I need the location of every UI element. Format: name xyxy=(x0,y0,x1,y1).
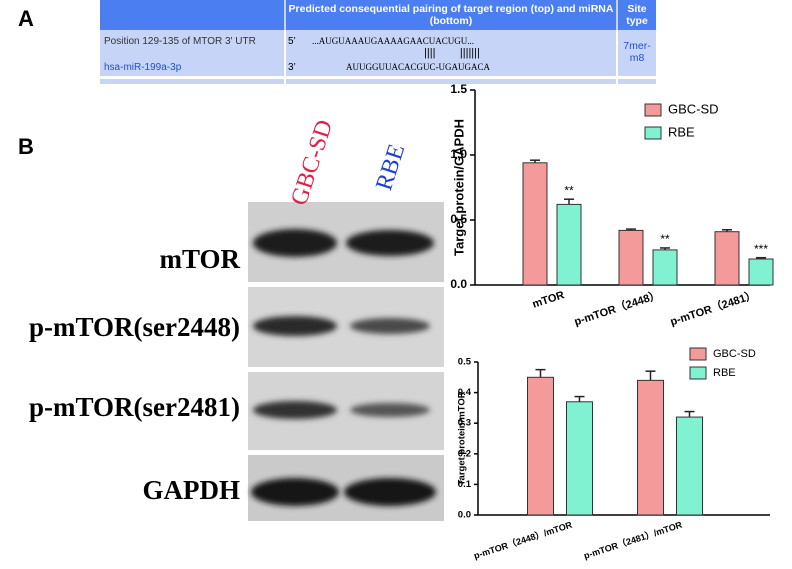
significance: ** xyxy=(660,232,670,246)
header-cell xyxy=(100,0,284,30)
end-label: 5’ xyxy=(288,36,296,47)
bar xyxy=(652,249,678,286)
y-tick-label: 0.5 xyxy=(450,212,467,226)
bar xyxy=(637,379,664,516)
mirna-name: hsa-miR-199a-3p xyxy=(104,62,182,73)
y-tick-label: 0.5 xyxy=(458,357,472,368)
legend-label: RBE xyxy=(668,124,695,139)
y-axis-label: Target protein/GAPDH xyxy=(451,119,466,256)
blot: GBC-SD RBE mTOR p-mTOR(ser2448) p-mTOR(s… xyxy=(29,117,444,521)
end-label: 3’ xyxy=(288,62,296,73)
divider xyxy=(284,30,286,84)
legend-swatch xyxy=(689,366,707,380)
legend-label: RBE xyxy=(713,367,736,379)
target-table: Predicted consequential pairing of targe… xyxy=(100,0,656,84)
lane-label: GBC-SD xyxy=(286,117,338,209)
bar xyxy=(676,416,703,516)
x-tick-label: p-mTOR（2481）/mTOR xyxy=(583,519,684,560)
lane-label: RBE xyxy=(371,141,410,193)
position-text: Position 129-135 of MTOR 3' UTR xyxy=(104,36,256,47)
panel-label: A xyxy=(18,6,34,31)
protein-label: GAPDH xyxy=(143,475,241,505)
band xyxy=(253,316,337,336)
y-axis-label: Target protein/mTOR xyxy=(457,391,468,485)
bar xyxy=(556,203,582,286)
legend-swatch xyxy=(644,126,662,140)
y-tick-label: 0.0 xyxy=(458,510,471,521)
x-tick-label: p-mTOR（2448） xyxy=(573,288,662,328)
y-tick-label: 0.3 xyxy=(458,418,471,429)
legend-label: GBC-SD xyxy=(713,348,756,360)
header-cell: Predicted consequential pairing of targe… xyxy=(286,0,616,30)
legend-swatch xyxy=(689,347,707,361)
header-cell: Site type xyxy=(618,0,656,30)
legend-label: GBC-SD xyxy=(668,101,719,116)
pairing: |||| ||||||| xyxy=(424,47,480,59)
band xyxy=(350,403,430,417)
significance: *** xyxy=(754,242,768,256)
x-tick-label: mTOR xyxy=(531,289,566,311)
band xyxy=(251,478,339,506)
x-tick-label: p-mTOR（2481） xyxy=(669,288,758,328)
band xyxy=(253,229,337,257)
bar xyxy=(618,229,644,286)
legend-swatch xyxy=(644,103,662,117)
band xyxy=(346,230,434,256)
bar xyxy=(522,162,548,286)
band xyxy=(253,401,337,419)
panel-label: B xyxy=(18,134,34,159)
divider xyxy=(100,76,656,79)
x-tick-label: p-mTOR（2448）/mTOR xyxy=(473,519,574,560)
bar xyxy=(527,376,554,516)
protein-label: mTOR xyxy=(159,244,240,274)
target-seq: ...AUGUAAAUGAAAAGAACUACUGU... xyxy=(312,36,474,46)
protein-label: p-mTOR(ser2481) xyxy=(29,392,240,422)
bar xyxy=(714,231,740,286)
site-type: 7mer-m8 xyxy=(623,40,651,64)
bar xyxy=(748,258,774,286)
significance: ** xyxy=(564,183,574,197)
y-tick-label: 1.5 xyxy=(450,82,467,96)
band xyxy=(350,318,430,334)
band xyxy=(344,478,436,506)
mirna-seq: AUUGGUUACACGUC-UGAUGACA xyxy=(346,62,490,72)
y-tick-label: 1.0 xyxy=(450,147,467,161)
divider xyxy=(616,30,618,84)
y-tick-label: 0.4 xyxy=(458,387,472,398)
bar xyxy=(566,401,593,516)
y-tick-label: 0.0 xyxy=(450,277,467,291)
protein-label: p-mTOR(ser2448) xyxy=(29,312,240,342)
y-tick-label: 0.2 xyxy=(458,448,471,459)
y-tick-label: 0.1 xyxy=(458,479,472,490)
